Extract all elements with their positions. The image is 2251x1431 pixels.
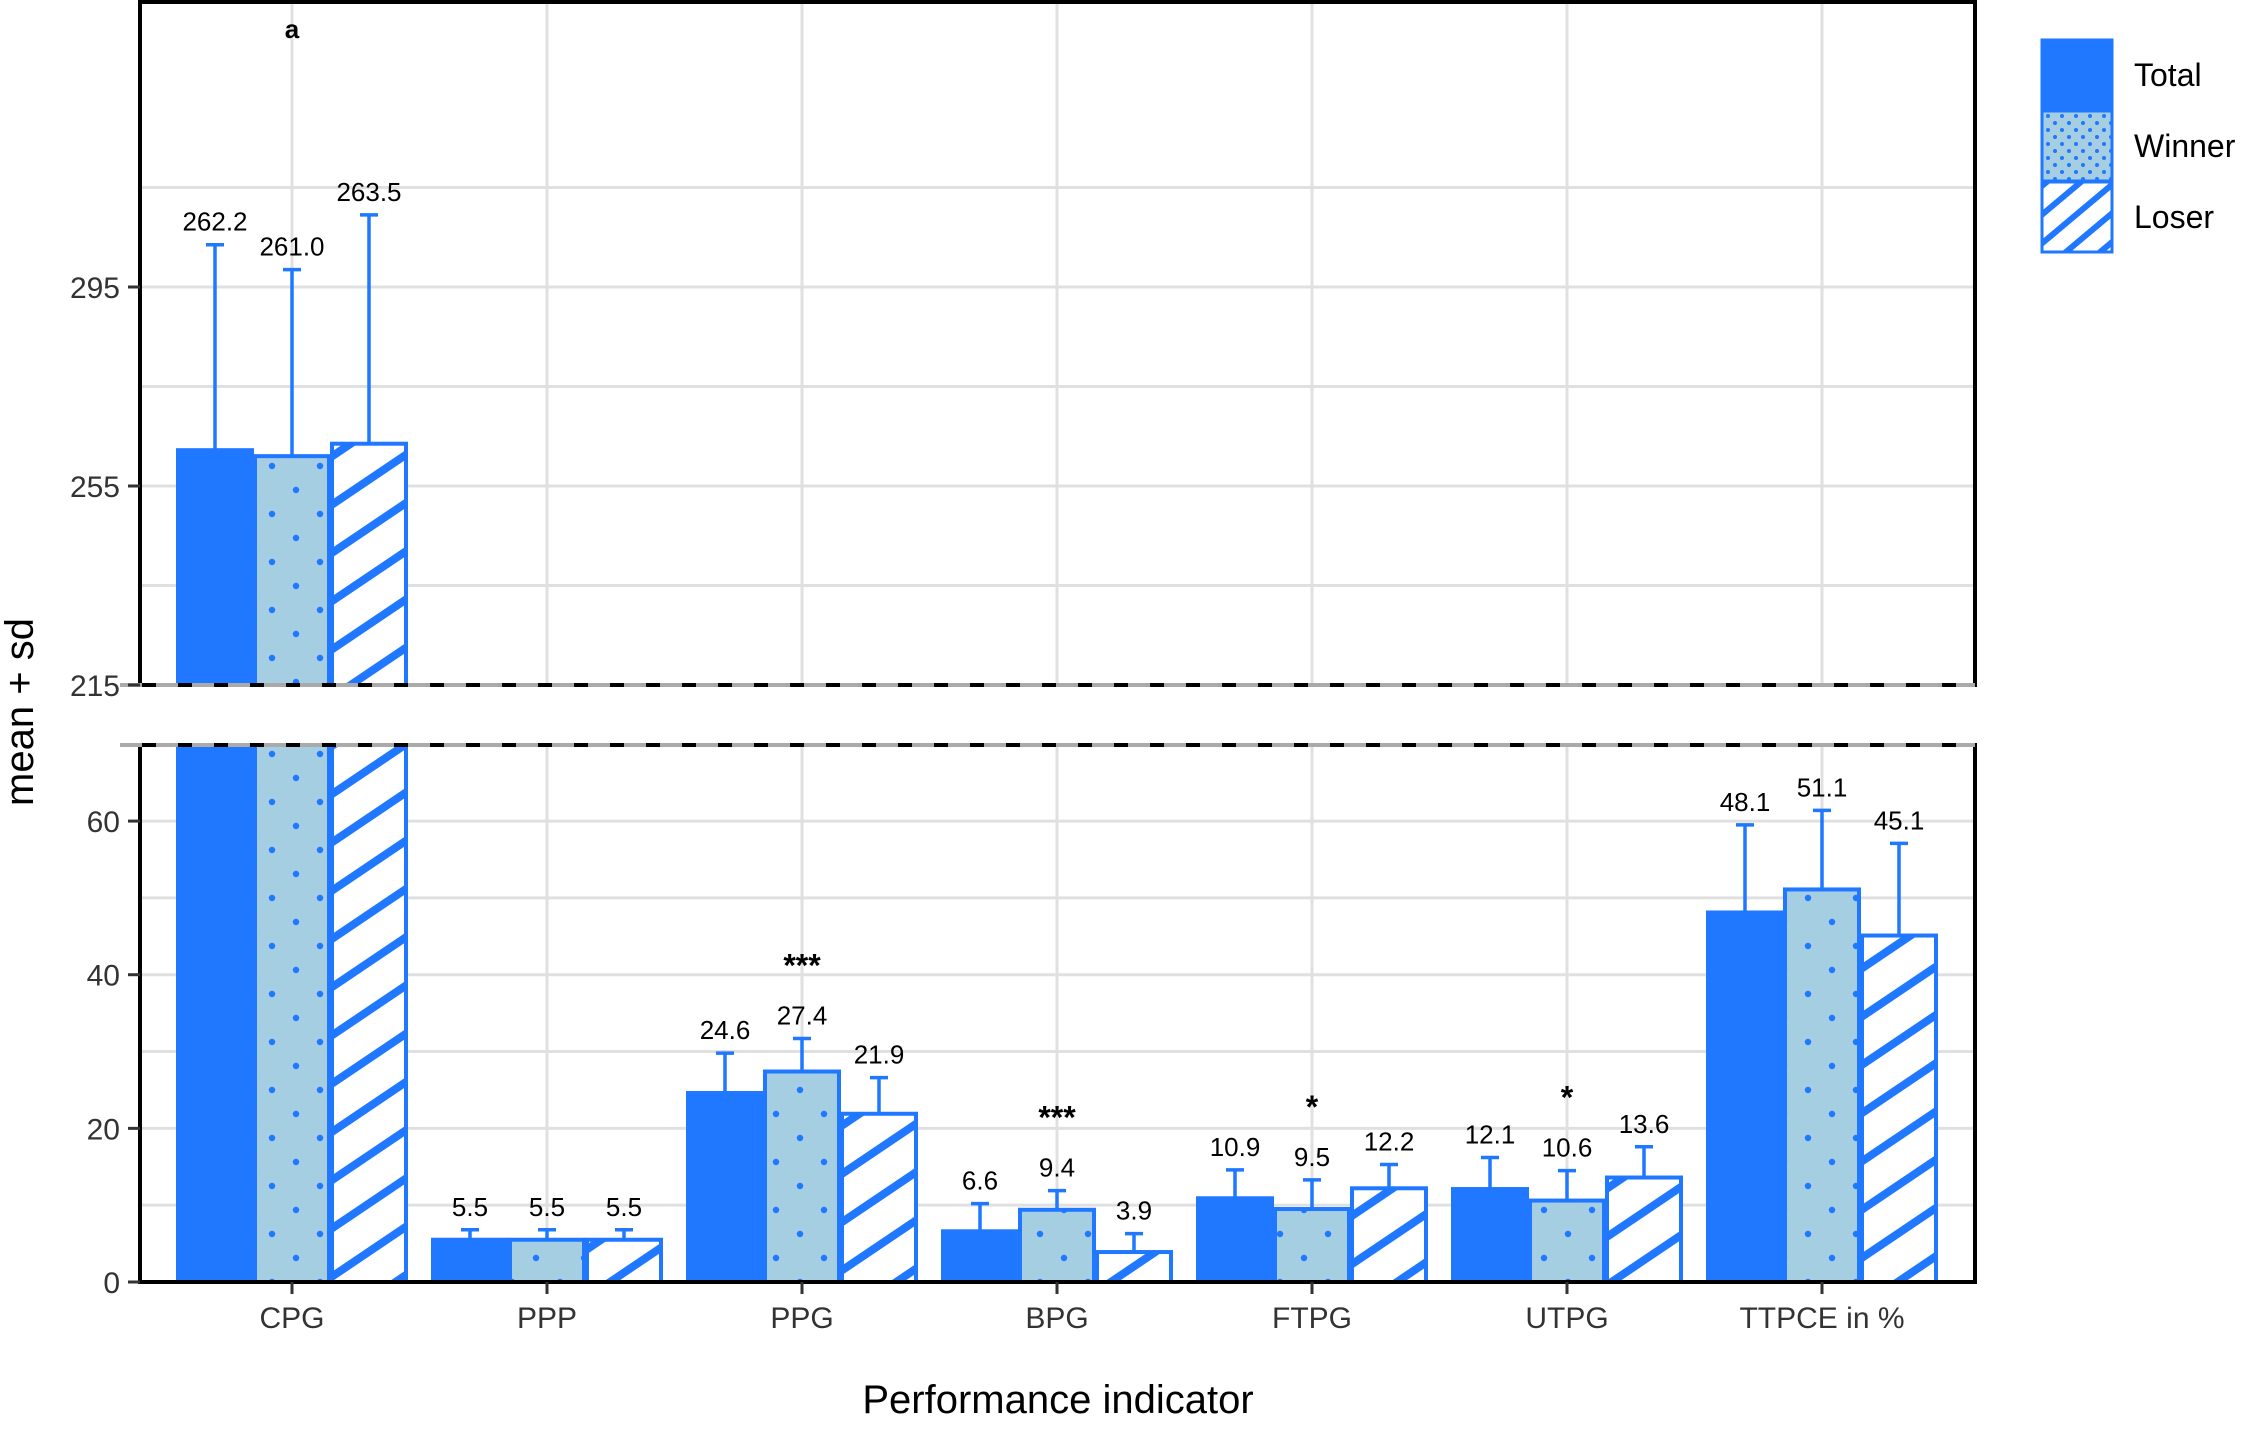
bar-loser <box>330 745 408 1282</box>
significance-label: * <box>1306 1089 1319 1125</box>
significance-label: *** <box>783 947 821 983</box>
data-label: 5.5 <box>452 1192 488 1222</box>
axes: 215 255 295 0 20 40 60 CPG PPP PPG BPG FTPG UTPG TTPC… <box>70 272 1905 1335</box>
data-label: 262.2 <box>182 207 247 237</box>
bar-winner <box>1018 1207 1096 1282</box>
data-label: 9.5 <box>1294 1142 1330 1172</box>
data-label: 21.9 <box>854 1040 905 1070</box>
data-label: 5.5 <box>606 1192 642 1222</box>
bar-loser <box>1350 1186 1428 1282</box>
bar-winner <box>1273 1207 1351 1282</box>
data-label: 10.6 <box>1542 1133 1593 1163</box>
x-axis-title: Performance indicator <box>862 1378 1253 1422</box>
bar-total <box>176 448 254 685</box>
bar-loser <box>1860 933 1938 1282</box>
bar-loser <box>330 441 408 685</box>
bar-winner <box>1783 887 1861 1282</box>
y-axis-title: mean + sd <box>0 618 42 806</box>
x-tick-label: BPG <box>1025 1302 1088 1335</box>
bars-lower-panel <box>176 745 1938 1282</box>
data-label: 13.6 <box>1619 1109 1670 1139</box>
bar-winner <box>763 1069 841 1282</box>
y-tick-label: 60 <box>87 806 120 839</box>
legend-label-total: Total <box>2134 57 2202 93</box>
bar-loser <box>840 1111 918 1282</box>
legend-label-winner: Winner <box>2134 128 2236 164</box>
data-label: 5.5 <box>529 1192 565 1222</box>
error-bars <box>206 213 1908 1253</box>
data-label: 263.5 <box>336 177 401 207</box>
legend-swatch-winner <box>2040 109 2114 183</box>
significance-label: * <box>1561 1080 1574 1116</box>
x-tick-label: CPG <box>259 1302 324 1335</box>
bar-winner <box>253 745 331 1282</box>
legend-label-loser: Loser <box>2134 199 2214 235</box>
bar-total <box>686 1091 764 1282</box>
x-tick-label: FTPG <box>1272 1302 1352 1335</box>
data-label: 12.1 <box>1465 1120 1516 1150</box>
data-label: 261.0 <box>259 232 324 262</box>
bar-total <box>431 1237 509 1282</box>
data-label: 27.4 <box>777 1000 828 1030</box>
data-label: 45.1 <box>1874 805 1925 835</box>
significance-label: a <box>285 14 300 44</box>
bar-total <box>1451 1187 1529 1282</box>
y-tick-label: 0 <box>103 1267 120 1300</box>
plot-frame <box>120 0 1977 1284</box>
data-label: 10.9 <box>1210 1132 1261 1162</box>
significance-label: *** <box>1038 1100 1076 1136</box>
data-label: 48.1 <box>1720 787 1771 817</box>
bar-loser <box>585 1237 663 1282</box>
y-tick-label: 215 <box>70 670 120 703</box>
bar-total <box>941 1229 1019 1282</box>
x-tick-label: PPP <box>517 1302 577 1335</box>
x-tick-label: PPG <box>770 1302 833 1335</box>
bar-winner <box>1528 1198 1606 1282</box>
y-tick-label: 20 <box>87 1113 120 1146</box>
bar-total <box>176 745 254 1282</box>
bar-winner <box>253 454 331 685</box>
x-tick-label: UTPG <box>1525 1302 1608 1335</box>
data-label: 24.6 <box>700 1015 751 1045</box>
y-tick-label: 40 <box>87 960 120 993</box>
gridlines <box>140 0 1975 1284</box>
y-tick-label: 295 <box>70 272 120 305</box>
legend: Total Winner Loser <box>2040 38 2236 254</box>
y-tick-label: 255 <box>70 471 120 504</box>
legend-swatch-loser <box>2040 180 2114 254</box>
legend-swatch-total <box>2040 38 2114 112</box>
data-label: 51.1 <box>1797 772 1848 802</box>
bar-winner <box>508 1237 586 1282</box>
bar-loser <box>1605 1175 1683 1282</box>
bar-total <box>1196 1196 1274 1282</box>
value-labels: 262.2 261.0 263.5 5.5 5.5 5.5 24.6 27.4 21.9 6.6 9… <box>182 14 1924 1226</box>
bar-total <box>1706 910 1784 1282</box>
data-label: 12.2 <box>1364 1126 1415 1156</box>
bar-loser <box>1095 1250 1173 1282</box>
data-label: 3.9 <box>1116 1196 1152 1226</box>
data-label: 6.6 <box>962 1166 998 1196</box>
axis-break-gap <box>138 687 1977 743</box>
x-tick-label: TTPCE in % <box>1739 1302 1904 1335</box>
bars-upper-panel <box>176 441 408 685</box>
data-label: 9.4 <box>1039 1153 1075 1183</box>
